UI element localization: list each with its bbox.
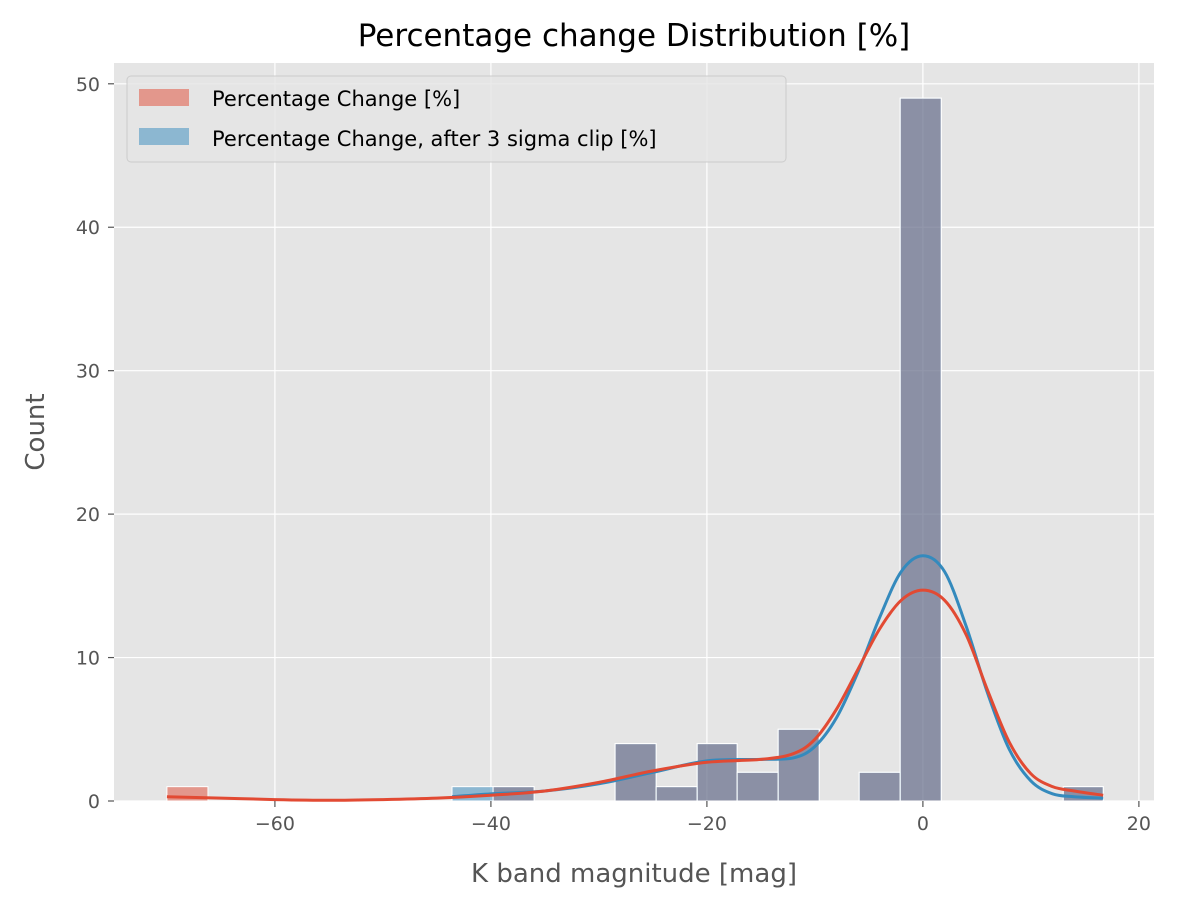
histogram-bar-sigma-clip (655, 786, 698, 802)
kde-line-percentage-change (166, 588, 1104, 802)
histogram-bar-sigma-clip (696, 743, 738, 802)
x-tick-label: −60 (255, 813, 295, 835)
legend: Percentage Change [%] Percentage Change,… (126, 75, 787, 163)
chart-title: Percentage change Distribution [%] (358, 18, 911, 54)
y-tick-label: 50 (76, 74, 100, 96)
y-tick-label: 0 (88, 791, 100, 813)
y-tick-label: 20 (76, 504, 100, 526)
legend-swatch-percentage-change (139, 89, 189, 106)
legend-label-sigma-clip: Percentage Change, after 3 sigma clip [%… (212, 127, 657, 151)
y-tick-label: 40 (76, 217, 100, 239)
y-tick-label: 10 (76, 648, 100, 670)
x-tick-label: 0 (917, 813, 929, 835)
x-axis-label: K band magnitude [mag] (471, 859, 797, 889)
axis-ticks: −60 −40 −20 0 20 0 10 20 30 40 50 (76, 74, 1151, 835)
histogram-bar-sigma-clip (736, 771, 779, 802)
y-axis-label: Count (21, 393, 51, 470)
legend-box (126, 75, 787, 163)
legend-swatch-sigma-clip (139, 128, 189, 145)
plot-background (114, 63, 1154, 801)
kde-line-sigma-clip (451, 554, 1104, 800)
legend-label-percentage-change: Percentage Change [%] (212, 87, 460, 111)
x-tick-label: −20 (687, 813, 727, 835)
kde-curves (166, 554, 1104, 802)
x-tick-label: 20 (1127, 813, 1151, 835)
histogram-bar-sigma-clip (899, 97, 942, 802)
histogram-bar-sigma-clip (858, 771, 901, 802)
x-tick-label: −40 (471, 813, 511, 835)
y-tick-label: 30 (76, 361, 100, 383)
